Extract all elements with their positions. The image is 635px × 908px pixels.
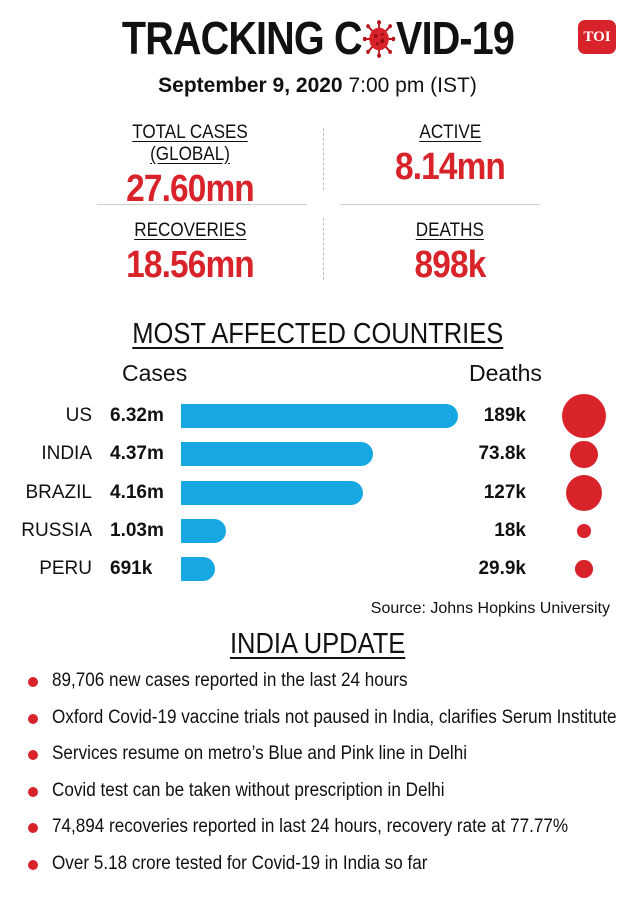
bullet-icon (28, 786, 38, 797)
deaths-value-label: 18k (494, 519, 526, 541)
bullet-icon (28, 823, 38, 833)
bullet-icon (28, 859, 38, 870)
deaths-value-label: 189k (483, 405, 526, 426)
cases-bar (181, 442, 373, 467)
country-label: PERU (39, 558, 92, 580)
update-text: 89,706 new cases reported in the last 24… (52, 670, 408, 691)
cases-value-label: 691k (110, 558, 153, 580)
cases-bar (181, 518, 227, 543)
cases-bar (181, 557, 215, 582)
country-label: US (65, 405, 92, 426)
stat-label: RECOVERIES (133, 220, 247, 241)
stat-label: TOTAL CASES (GLOBAL) (132, 122, 248, 165)
stat-deaths: DEATHS 898k (355, 220, 545, 287)
time: 7:00 pm (IST) (348, 74, 477, 97)
divider (340, 204, 540, 205)
stat-value: 8.14mn (395, 146, 506, 188)
divider (323, 128, 324, 190)
deaths-bubble (577, 524, 591, 538)
country-label: INDIA (41, 443, 92, 465)
virus-icon (362, 20, 395, 58)
cases-value-label: 4.37m (110, 443, 164, 465)
bullet-icon (28, 713, 38, 724)
deaths-value-label: 127k (483, 481, 526, 503)
deaths-value-label: 73.8k (478, 443, 526, 465)
country-label: BRAZIL (25, 481, 92, 503)
cases-column-header: Cases (122, 360, 188, 386)
deaths-bubble (575, 560, 593, 578)
update-item: Services resume on metro’s Blue and Pink… (26, 741, 626, 778)
deaths-bubble (570, 440, 598, 469)
update-text: Covid test can be taken without prescrip… (52, 779, 445, 801)
stat-recoveries: RECOVERIES 18.56mn (85, 220, 295, 287)
stat-total-cases: TOTAL CASES (GLOBAL) 27.60mn (85, 122, 295, 211)
deaths-bubble (562, 394, 606, 438)
country-label: RUSSIA (21, 519, 92, 541)
cases-bar (181, 480, 364, 505)
update-text: Services resume on metro’s Blue and Pink… (52, 743, 468, 764)
bullet-icon (28, 750, 38, 760)
cases-value-label: 1.03m (110, 519, 164, 541)
deaths-value-label: 29.9k (478, 558, 526, 580)
deaths-column-header: Deaths (469, 360, 542, 386)
stat-value: 18.56mn (126, 244, 255, 286)
title-prefix: TRACKING C (121, 12, 362, 64)
deaths-bubble (565, 474, 603, 511)
update-item: 74,894 recoveries reported in last 24 ho… (26, 814, 626, 851)
toi-logo: TOI (578, 20, 616, 54)
stat-label: DEATHS (415, 220, 485, 241)
cases-value-label: 4.16m (110, 481, 164, 503)
cases-value-label: 6.32m (110, 405, 164, 426)
india-update-title: INDIA UPDATE (229, 628, 406, 660)
update-item: Over 5.18 crore tested for Covid-19 in I… (26, 851, 626, 888)
cases-bar (181, 404, 458, 428)
stat-value: 27.60mn (126, 168, 255, 210)
india-update-list: 89,706 new cases reported in the last 24… (26, 668, 626, 887)
stat-value: 898k (414, 244, 487, 286)
source-note: Source: Johns Hopkins University (370, 600, 610, 617)
divider (97, 204, 307, 205)
stat-label: ACTIVE (419, 122, 481, 143)
update-text: Over 5.18 crore tested for Covid-19 in I… (52, 852, 428, 874)
dateline: September 9, 2020 7:00 pm (IST) (0, 74, 635, 98)
chart-title: MOST AFFECTED COUNTRIES (131, 318, 504, 350)
date: September 9, 2020 (158, 74, 343, 97)
update-text: Oxford Covid-19 vaccine trials not pause… (52, 706, 617, 728)
stat-active: ACTIVE 8.14mn (355, 122, 545, 189)
bullet-icon (28, 677, 38, 687)
update-item: Oxford Covid-19 vaccine trials not pause… (26, 705, 626, 742)
update-item: Covid test can be taken without prescrip… (26, 778, 626, 815)
divider (323, 218, 324, 280)
update-item: 89,706 new cases reported in the last 24… (26, 668, 626, 705)
update-text: 74,894 recoveries reported in last 24 ho… (52, 816, 569, 837)
page-title: TRACKING C VID-19 (0, 10, 635, 66)
title-suffix: VID-19 (395, 12, 515, 64)
